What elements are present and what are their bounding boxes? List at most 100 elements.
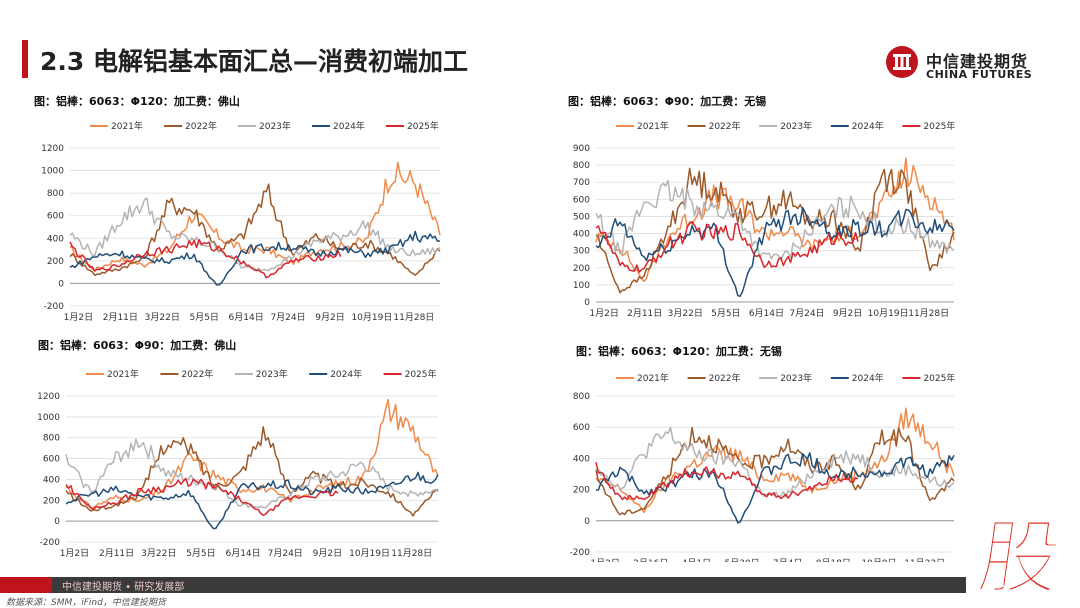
y-tick-label: 1000: [41, 167, 64, 177]
legend-label: 2021年: [107, 368, 139, 380]
series-line-2025年: [65, 477, 339, 516]
x-tick-label: 3月22日: [141, 548, 176, 558]
x-tick-label: 2月16日: [633, 558, 668, 562]
y-tick-label: 600: [573, 423, 590, 433]
series-line-2021年: [595, 407, 955, 514]
x-tick-label: 8月18日: [816, 558, 851, 562]
legend-label: 2025年: [405, 368, 437, 380]
legend-label: 2024年: [852, 120, 884, 132]
y-tick-label: 1200: [41, 144, 64, 154]
x-tick-label: 7月24日: [270, 312, 305, 322]
x-tick-label: 1月2日: [60, 548, 89, 558]
y-tick-label: 500: [573, 212, 590, 222]
y-tick-label: 800: [43, 434, 60, 444]
stock-badge-text: 股: [972, 511, 1067, 602]
y-tick-label: 200: [573, 486, 590, 496]
data-source-note: 数据来源：SMM，iFind，中信建投期货: [6, 598, 166, 608]
y-tick-label: 0: [54, 517, 60, 527]
x-tick-label: 5月5日: [189, 312, 218, 322]
chart-title-wuxi-90: 图：铝棒：6063：Φ90：加工费：无锡: [568, 95, 767, 108]
legend-label: 2022年: [709, 120, 741, 132]
x-tick-label: 9月2日: [833, 308, 862, 319]
series-line-2024年: [65, 471, 439, 530]
y-tick-label: 400: [573, 454, 590, 464]
china-futures-logo-icon: [886, 46, 918, 78]
legend-label: 2024年: [852, 372, 884, 384]
y-tick-label: 400: [47, 234, 64, 244]
chart-foshan-120: -200 0 200 400 600 800 1000 1200 1月2日 2月11日 3月22日 5…: [41, 120, 441, 322]
chart-title-foshan-90: 图：铝棒：6063：Φ90：加工费：佛山: [38, 339, 237, 352]
legend-label: 2025年: [407, 120, 439, 132]
x-tick-label: 7月4日: [773, 558, 802, 562]
y-tick-label: 200: [43, 496, 60, 506]
legend-label: 2025年: [923, 372, 955, 384]
series-line-2023年: [595, 426, 955, 498]
x-tick-label: 1月2日: [590, 558, 619, 562]
y-tick-label: 400: [43, 475, 60, 485]
y-tick-label: 800: [573, 161, 590, 171]
x-tick-label: 6月14日: [229, 312, 264, 322]
x-tick-label: 10月19日: [351, 312, 392, 322]
y-tick-label: 1200: [37, 392, 60, 402]
legend-label: 2023年: [780, 372, 812, 384]
series-line-2021年: [65, 398, 439, 509]
x-tick-label: 9月2日: [313, 548, 342, 558]
x-tick-label: 7月24日: [268, 548, 303, 558]
series-line-2022年: [595, 426, 955, 516]
x-tick-label: 10月19日: [868, 308, 909, 319]
y-tick-label: 300: [573, 247, 590, 257]
legend-label: 2022年: [185, 120, 217, 132]
x-tick-label: 2月11日: [627, 308, 662, 319]
x-tick-label: 2月11日: [99, 548, 134, 558]
legend-label: 2025年: [923, 120, 955, 132]
logo-text-cn: 中信建投期货: [926, 52, 1029, 71]
x-tick-label: 6月14日: [225, 548, 260, 558]
x-tick-label: 1月2日: [64, 312, 93, 322]
chart-wuxi-120: -200 0 200 400 600 800 1月2日 2月16日 4月1日 5月20日 7月4日 8…: [570, 372, 956, 562]
series-line-2022年: [65, 426, 439, 517]
x-tick-label: 11月28日: [391, 548, 432, 558]
series-line-2023年: [595, 179, 955, 261]
legend-label: 2024年: [333, 120, 365, 132]
logo-text-en: CHINA FUTURES: [926, 68, 1033, 81]
series-line-2024年: [595, 452, 955, 524]
series-line-2025年: [595, 221, 859, 273]
footer-bar: [0, 577, 970, 593]
footer-text: 中信建投期货 • 研究发展部: [62, 582, 185, 593]
x-tick-label: 5月5日: [711, 308, 740, 319]
y-tick-label: 700: [573, 178, 590, 188]
series-line-2022年: [69, 183, 441, 277]
x-tick-label: 1月2日: [589, 308, 618, 319]
y-tick-label: 900: [573, 144, 590, 154]
y-tick-label: 0: [584, 517, 590, 527]
x-tick-label: 7月24日: [789, 308, 824, 319]
series-line-2021年: [595, 157, 955, 283]
x-tick-label: 5月5日: [186, 548, 215, 558]
y-tick-label: 800: [573, 392, 590, 402]
chart-title-wuxi-120: 图：铝棒：6063：Φ120：加工费：无锡: [576, 345, 782, 358]
y-tick-label: 1000: [37, 413, 60, 423]
y-tick-label: 600: [47, 212, 64, 222]
legend-label: 2023年: [256, 368, 288, 380]
legend-label: 2022年: [181, 368, 213, 380]
legend-label: 2021年: [637, 372, 669, 384]
legend-label: 2024年: [330, 368, 362, 380]
title-accent-bar: [22, 40, 28, 78]
series-line-2025年: [69, 238, 342, 279]
y-tick-label: 100: [573, 281, 590, 291]
x-tick-label: 9月2日: [315, 312, 344, 322]
brand-logo: 中信建投期货 CHINA FUTURES: [884, 44, 1074, 84]
y-tick-label: 0: [584, 298, 590, 308]
series-line-2024年: [595, 206, 955, 297]
x-tick-label: 2月11日: [103, 312, 138, 322]
x-tick-label: 10月9日: [861, 558, 896, 562]
x-tick-label: 3月22日: [668, 308, 703, 319]
x-tick-label: 6月14日: [749, 308, 784, 319]
x-tick-label: 11月28日: [908, 308, 949, 319]
y-tick-label: 200: [47, 257, 64, 267]
y-tick-label: 800: [47, 189, 64, 199]
chart-title-foshan-120: 图：铝棒：6063：Φ120：加工费：佛山: [34, 95, 240, 108]
series-line-2023年: [69, 197, 441, 272]
stock-badge-icon: 股: [966, 510, 1068, 602]
x-tick-label: 11月23日: [904, 558, 945, 562]
